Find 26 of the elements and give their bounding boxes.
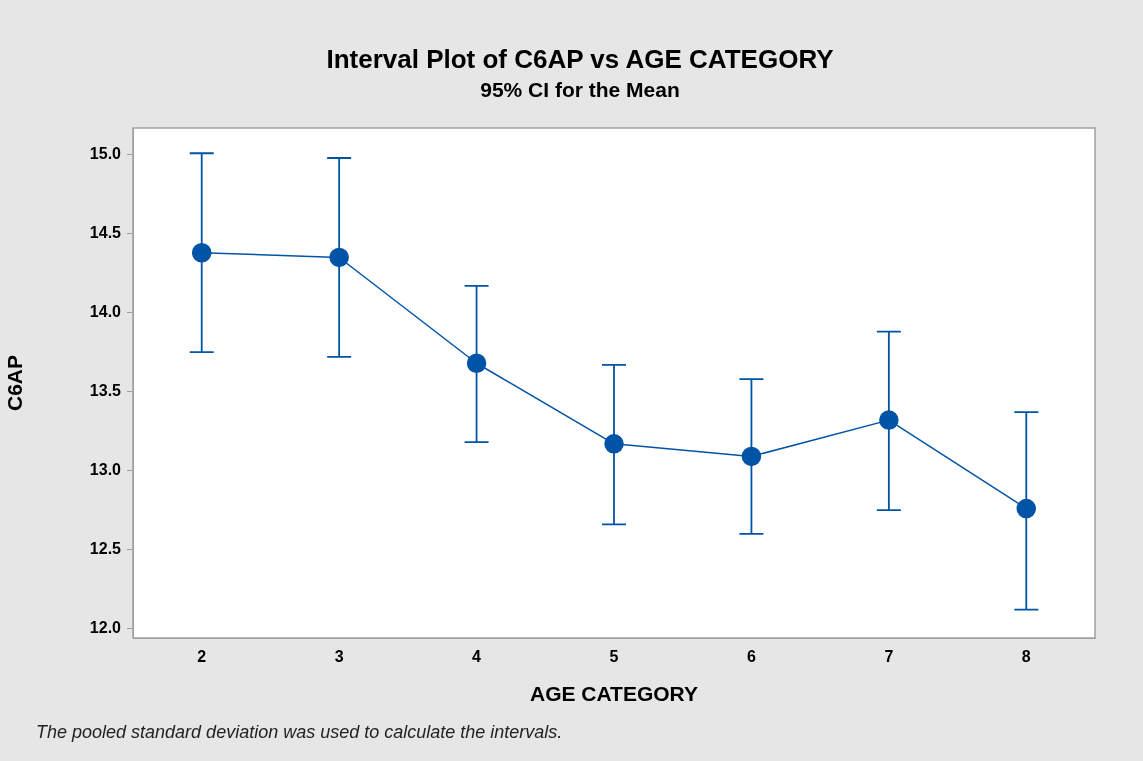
x-axis-title: AGE CATEGORY xyxy=(529,682,699,706)
chart-subtitle: 95% CI for the Mean xyxy=(479,78,681,102)
y-tick-label: 13.0 xyxy=(89,461,122,479)
point xyxy=(329,247,349,268)
x-tick-label: 3 xyxy=(334,648,344,666)
point xyxy=(604,434,624,454)
y-tick-label: 14.5 xyxy=(89,224,122,242)
y-axis-title: C6AP xyxy=(3,354,27,412)
point xyxy=(879,410,899,430)
chart-title: Interval Plot of C6AP vs AGE CATEGORY xyxy=(325,44,835,75)
x-tick-label: 4 xyxy=(472,648,482,666)
point xyxy=(1016,498,1037,519)
x-tick-label: 5 xyxy=(609,648,619,666)
y-tick-label: 15.0 xyxy=(89,145,122,163)
x-tick-label: 6 xyxy=(746,648,756,666)
x-tick-label: 2 xyxy=(197,648,207,666)
point xyxy=(466,353,487,374)
point xyxy=(741,446,762,467)
y-tick-label: 12.5 xyxy=(89,539,122,557)
y-tick-label: 12.0 xyxy=(89,618,122,636)
point xyxy=(191,242,212,263)
x-tick-label: 7 xyxy=(884,648,894,666)
text: The pooled standard deviation was used to calculate the intervals. xyxy=(36,722,563,743)
x-tick-label: 8 xyxy=(1021,648,1031,666)
y-tick-label: 13.5 xyxy=(89,382,122,400)
y-tick-label: 14.0 xyxy=(89,303,122,321)
